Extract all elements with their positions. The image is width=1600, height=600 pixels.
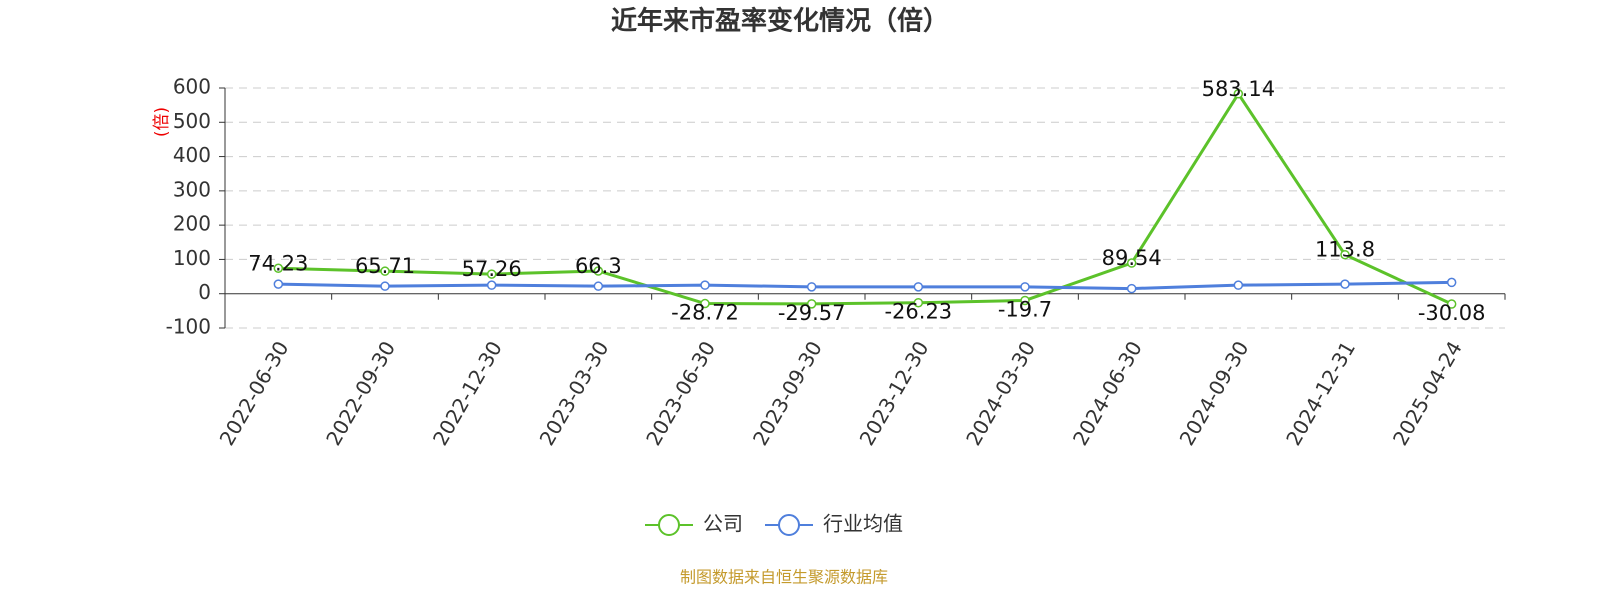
y-tick-label: 300 bbox=[173, 177, 211, 201]
point bbox=[273, 279, 284, 289]
x-tick-label: 2025-04-24 bbox=[1388, 337, 1467, 450]
legend-item: 行业均值 bbox=[765, 512, 903, 536]
y-tick-label: 400 bbox=[173, 143, 211, 167]
x-tick-label: 2024-09-30 bbox=[1175, 337, 1254, 450]
x-tick-label: 2023-03-30 bbox=[535, 337, 614, 450]
point bbox=[380, 281, 390, 291]
y-axis-label: (倍) bbox=[152, 107, 172, 137]
source-note: 制图数据来自恒生聚源数据库 bbox=[680, 568, 888, 587]
point bbox=[913, 297, 924, 308]
data-label: -29.57 bbox=[778, 301, 846, 325]
point bbox=[700, 298, 710, 309]
data-label: 57.26 bbox=[462, 257, 522, 281]
x-tick-label: 2023-12-30 bbox=[855, 337, 934, 450]
x-tick-label: 2023-09-30 bbox=[748, 337, 827, 450]
point bbox=[1020, 295, 1030, 306]
x-tick-label: 2022-06-30 bbox=[215, 337, 294, 450]
point bbox=[1446, 299, 1457, 309]
point bbox=[1020, 282, 1030, 292]
legend-item: 公司 bbox=[645, 512, 743, 536]
y-tick-label: 0 bbox=[198, 280, 211, 304]
point bbox=[486, 269, 497, 279]
x-tick-label: 2024-03-30 bbox=[961, 337, 1040, 450]
y-tick-label: 100 bbox=[173, 246, 211, 270]
chart-title: 近年来市盈率变化情况（倍） bbox=[611, 6, 949, 37]
point bbox=[486, 280, 497, 290]
data-label: -19.7 bbox=[998, 297, 1052, 321]
data-label: 74.23 bbox=[248, 251, 308, 275]
x-tick-label: 2022-12-30 bbox=[428, 337, 507, 450]
point bbox=[1126, 258, 1137, 268]
data-label: -26.23 bbox=[884, 300, 952, 324]
legend-label: 公司 bbox=[703, 512, 743, 536]
point bbox=[380, 266, 390, 276]
point bbox=[1446, 277, 1457, 288]
data-label: 89.54 bbox=[1102, 246, 1162, 270]
y-tick-label: -100 bbox=[166, 315, 211, 339]
y-tick-label: 500 bbox=[173, 109, 211, 133]
series-line bbox=[278, 280, 1452, 291]
x-tick-label: 2024-06-30 bbox=[1068, 337, 1147, 450]
point bbox=[1126, 283, 1137, 294]
legend-marker bbox=[778, 514, 800, 536]
data-label: 66.3 bbox=[575, 254, 622, 278]
data-label: 65.71 bbox=[355, 254, 415, 278]
point bbox=[1233, 280, 1244, 290]
data-label: -28.72 bbox=[671, 301, 739, 325]
x-tick-label: 2024-12-31 bbox=[1281, 337, 1360, 450]
y-tick-label: 600 bbox=[173, 75, 211, 99]
point bbox=[1233, 89, 1244, 99]
point bbox=[806, 299, 817, 309]
point bbox=[700, 280, 710, 290]
x-tick-label: 2022-09-30 bbox=[321, 337, 400, 450]
y-tick-label: 200 bbox=[173, 212, 211, 236]
x-tick-label: 2023-06-30 bbox=[641, 337, 720, 450]
series-line bbox=[278, 91, 1453, 306]
data-label: -30.08 bbox=[1418, 301, 1486, 325]
point bbox=[593, 281, 604, 291]
point bbox=[1340, 279, 1350, 289]
data-label: 113.8 bbox=[1315, 238, 1375, 262]
point bbox=[593, 266, 604, 276]
legend-marker bbox=[658, 514, 680, 536]
point bbox=[913, 282, 924, 292]
legend-label: 行业均值 bbox=[823, 512, 903, 536]
point bbox=[1340, 249, 1350, 260]
point bbox=[806, 282, 817, 292]
point bbox=[273, 263, 284, 274]
data-label: 583.14 bbox=[1202, 77, 1275, 101]
